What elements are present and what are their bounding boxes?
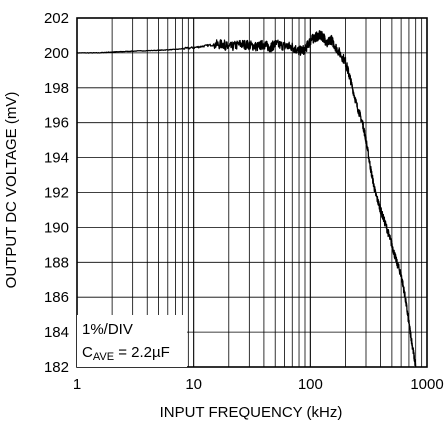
y-tick-label: 186	[44, 289, 69, 306]
annotation-scale: 1%/DIV	[82, 321, 133, 338]
annotation-box: 1%/DIV CAVE = 2.2µF	[77, 315, 187, 367]
annotation-capacitance: CAVE = 2.2µF	[82, 344, 170, 363]
grid	[77, 18, 427, 367]
y-tick-label: 188	[44, 254, 69, 271]
x-tick-label: 1	[73, 376, 81, 393]
y-tick-label: 198	[44, 80, 69, 97]
series-line	[76, 30, 417, 368]
x-tick-label: 100	[298, 376, 323, 393]
x-axis-label: INPUT FREQUENCY (kHz)	[160, 404, 343, 421]
y-tick-label: 192	[44, 185, 69, 202]
y-axis-label: OUTPUT DC VOLTAGE (mV)	[3, 92, 20, 289]
y-tick-label: 196	[44, 115, 69, 132]
y-tick-label: 190	[44, 219, 69, 236]
y-tick-label: 184	[44, 324, 69, 341]
y-tick-label: 200	[44, 45, 69, 62]
plot-area-frame	[76, 17, 428, 368]
tick-labels: 182 184 186 188 190 192 194 196 198 200 202 1 10 100 1…	[44, 10, 444, 393]
series-layer	[76, 30, 417, 368]
y-tick-label: 202	[44, 10, 69, 27]
x-tick-label: 10	[185, 376, 202, 393]
y-tick-label: 182	[44, 359, 69, 376]
y-tick-label: 194	[44, 150, 69, 167]
x-tick-label: 1000	[410, 376, 443, 393]
